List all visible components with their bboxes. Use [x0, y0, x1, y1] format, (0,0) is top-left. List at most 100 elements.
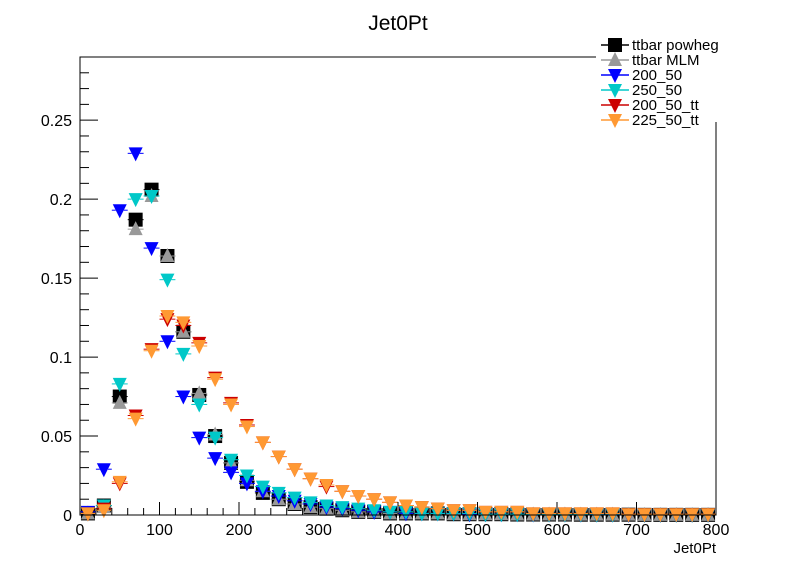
data-point — [589, 507, 604, 522]
data-point — [160, 247, 175, 262]
legend-label: 200_50_tt — [632, 97, 700, 114]
x-tick-label: 400 — [385, 522, 412, 539]
data-point — [128, 412, 143, 427]
data-point — [176, 347, 191, 362]
y-tick-label: 0.2 — [50, 192, 72, 209]
legend-marker — [608, 114, 622, 128]
data-point — [414, 501, 429, 516]
data-point — [383, 505, 398, 520]
data-point — [128, 147, 143, 162]
x-tick-label: 800 — [703, 522, 730, 539]
legend-marker — [608, 69, 622, 83]
data-point — [192, 340, 207, 355]
data-point — [192, 398, 207, 413]
data-point — [255, 480, 270, 495]
data-point — [112, 377, 127, 392]
data-point — [208, 431, 223, 446]
data-point — [319, 478, 334, 493]
data-point — [255, 436, 270, 451]
data-point — [351, 490, 366, 505]
y-axis: 0 0.05 0.1 0.15 0.2 0.25 — [41, 56, 98, 525]
data-point — [96, 463, 111, 478]
data-point — [287, 491, 302, 506]
legend-label: 225_50_tt — [632, 112, 700, 129]
data-point — [239, 469, 254, 484]
data-point — [383, 496, 398, 511]
data-point — [239, 477, 254, 492]
data-point — [319, 499, 334, 514]
data-markers — [80, 147, 716, 523]
data-point — [303, 496, 318, 511]
x-axis: 0 100 200 300 400 500 600 700 800 — [76, 502, 730, 539]
x-tick-label: 300 — [305, 522, 332, 539]
data-point — [96, 504, 111, 519]
data-point — [494, 505, 509, 520]
legend-marker — [608, 84, 622, 98]
x-tick-label: 700 — [623, 522, 650, 539]
data-point — [303, 472, 318, 487]
data-point — [462, 504, 477, 519]
data-point — [224, 398, 239, 413]
chart-title: Jet0Pt — [368, 12, 428, 35]
y-tick-label: 0.1 — [50, 350, 72, 367]
data-point — [271, 486, 286, 501]
data-point — [208, 452, 223, 467]
series-225-50-tt — [80, 310, 716, 523]
data-point — [128, 212, 143, 227]
data-point — [192, 431, 207, 446]
legend-marker — [608, 38, 622, 52]
legend-marker — [608, 52, 622, 66]
data-point — [112, 475, 127, 490]
data-point — [112, 204, 127, 219]
legend-label: 200_50 — [632, 67, 682, 84]
data-point — [192, 385, 207, 400]
data-point — [128, 193, 143, 208]
x-axis-title: Jet0Pt — [673, 540, 716, 557]
data-point — [176, 316, 191, 331]
legend-label: 250_50 — [632, 82, 682, 99]
data-point — [557, 507, 572, 522]
data-point — [478, 505, 493, 520]
data-point — [335, 501, 350, 516]
data-point — [160, 310, 175, 325]
data-point — [446, 504, 461, 519]
data-point — [160, 273, 175, 288]
data-point — [398, 499, 413, 514]
data-point — [542, 507, 557, 522]
y-tick-label: 0.15 — [41, 271, 72, 288]
data-point — [128, 221, 143, 236]
x-tick-label: 200 — [226, 522, 253, 539]
legend-label: ttbar powheg — [632, 37, 719, 54]
data-point — [287, 463, 302, 478]
x-tick-label: 600 — [544, 522, 571, 539]
data-point — [160, 335, 175, 350]
legend-label: ttbar MLM — [632, 52, 700, 69]
data-point — [80, 507, 95, 522]
data-point — [430, 502, 445, 517]
y-tick-label: 0.05 — [41, 429, 72, 446]
data-point — [605, 507, 620, 522]
data-point — [573, 507, 588, 522]
data-point — [224, 453, 239, 468]
data-point — [224, 466, 239, 481]
y-tick-label: 0 — [63, 508, 72, 525]
data-point — [144, 189, 159, 204]
data-point — [367, 504, 382, 519]
data-point — [351, 502, 366, 517]
x-tick-label: 500 — [464, 522, 491, 539]
y-tick-label: 0.25 — [41, 113, 72, 130]
data-point — [239, 420, 254, 435]
data-point — [510, 505, 525, 520]
data-point — [367, 493, 382, 508]
data-point — [208, 373, 223, 388]
data-point — [271, 450, 286, 465]
data-point — [335, 485, 350, 500]
legend-marker — [608, 99, 622, 113]
x-tick-label: 100 — [146, 522, 173, 539]
x-tick-label: 0 — [76, 522, 85, 539]
data-point — [526, 507, 541, 522]
data-point — [112, 394, 127, 409]
data-point — [176, 390, 191, 405]
